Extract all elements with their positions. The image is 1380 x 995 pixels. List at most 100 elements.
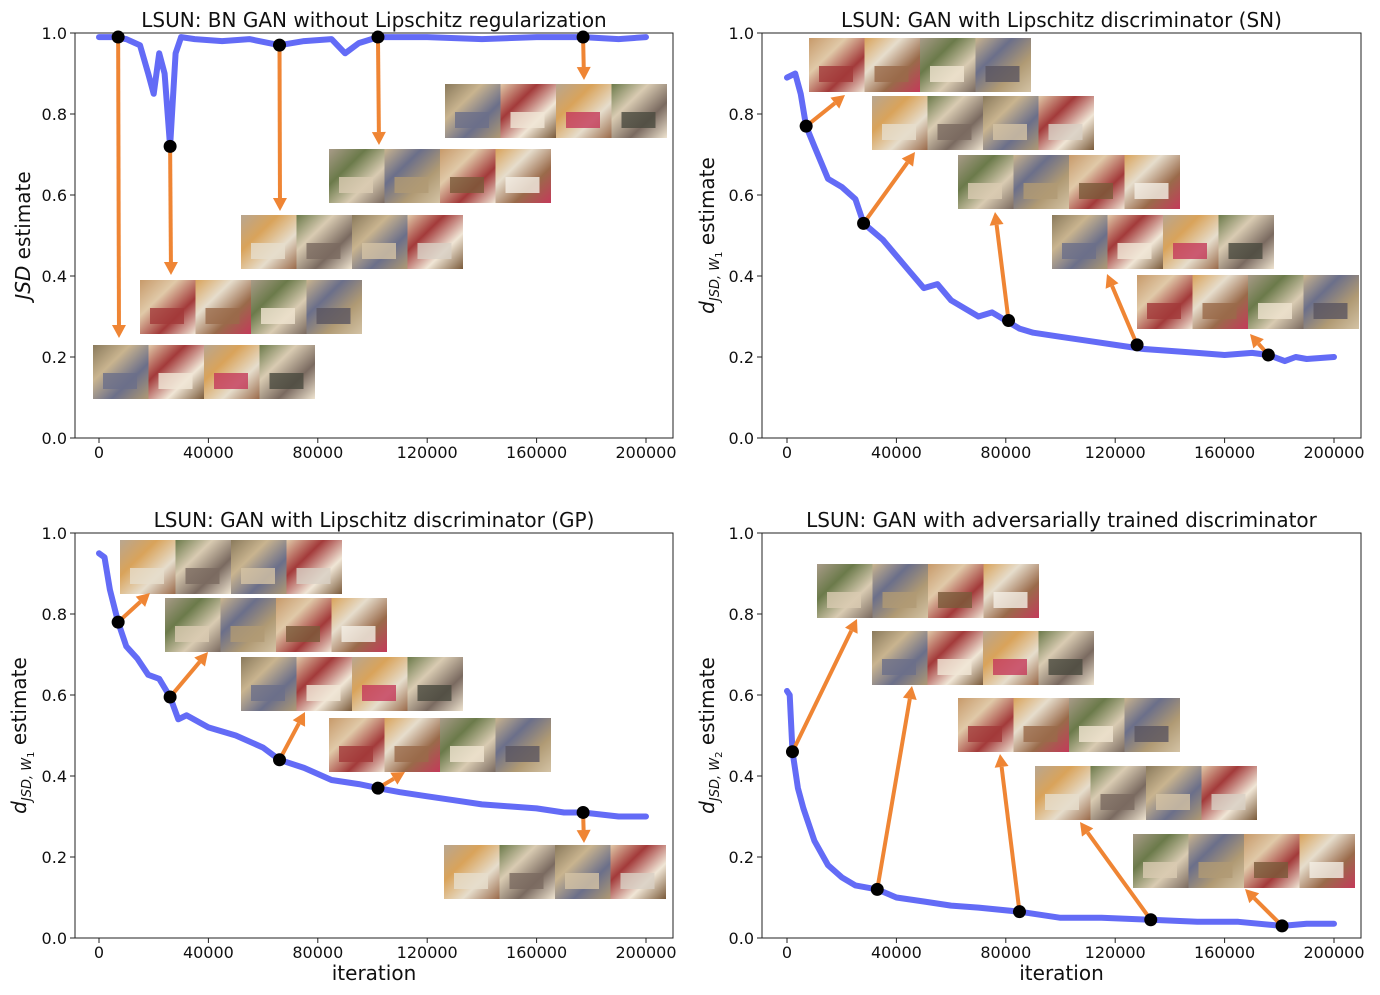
- generated-sample-thumbnail: [555, 845, 611, 899]
- generated-sample-thumbnail: [384, 149, 440, 203]
- thumbnail-bed-shape: [1048, 659, 1083, 675]
- generated-sample-thumbnail: [165, 598, 221, 652]
- arrow-shaft: [375, 37, 381, 133]
- y-tick-label: 0.8: [42, 105, 67, 124]
- thumbnail-bed-shape: [1079, 183, 1113, 199]
- generated-sample-thumbnail: [331, 598, 387, 652]
- thumbnail-bed-shape: [175, 626, 209, 642]
- thumbnail-bed-shape: [394, 177, 429, 193]
- thumbnail-bed-shape: [993, 659, 1027, 675]
- generated-sample-thumbnail: [872, 564, 928, 618]
- y-tick-label: 0.2: [729, 848, 754, 867]
- x-tick-label: 0: [782, 443, 792, 462]
- thumbnail-bed-shape: [341, 626, 376, 642]
- generated-sample-thumbnail: [276, 598, 332, 652]
- generated-sample-thumbnail: [175, 540, 231, 594]
- thumbnail-bed-shape: [205, 308, 240, 324]
- arrow-head: [163, 261, 178, 275]
- sample-image-strip: [241, 215, 463, 269]
- generated-sample-thumbnail: [220, 598, 276, 652]
- sample-point-marker: [1130, 338, 1144, 352]
- thumbnail-bed-shape: [150, 308, 184, 324]
- generated-sample-thumbnail: [440, 149, 496, 203]
- sample-image-strip: [817, 564, 1039, 618]
- sample-point-marker: [1261, 348, 1275, 362]
- thumbnail-bed-shape: [882, 124, 916, 140]
- sample-point-marker: [163, 139, 177, 153]
- arrow-shaft: [168, 146, 173, 263]
- y-tick-label: 1.0: [729, 24, 754, 43]
- chart-title: LSUN: BN GAN without Lipschitz regulariz…: [141, 8, 606, 32]
- y-tick-label: 0.2: [729, 348, 754, 367]
- generated-sample-thumbnail: [140, 280, 196, 334]
- x-tick-label: 40000: [183, 943, 234, 962]
- y-axis-label: dJSD, W1 estimate: [695, 157, 725, 314]
- sample-image-strip: [93, 345, 315, 399]
- thumbnail-bed-shape: [1258, 303, 1292, 319]
- generated-sample-thumbnail: [1069, 698, 1125, 752]
- sample-image-strip: [444, 845, 666, 899]
- generated-sample-thumbnail: [306, 280, 362, 334]
- y-tick-label: 0.8: [42, 605, 67, 624]
- generated-sample-thumbnail: [864, 38, 920, 92]
- x-tick-label: 200000: [1303, 943, 1364, 962]
- subplot-3: LSUN: GAN with Lipschitz discriminator (…: [7, 508, 677, 985]
- x-tick-label: 160000: [506, 943, 567, 962]
- generated-sample-thumbnail: [93, 345, 149, 399]
- thumbnail-bed-shape: [1134, 183, 1169, 199]
- generated-sample-thumbnail: [975, 38, 1031, 92]
- generated-sample-thumbnail: [286, 540, 342, 594]
- generated-sample-thumbnail: [231, 540, 287, 594]
- thumbnail-bed-shape: [1062, 243, 1096, 259]
- thumbnail-bed-shape: [1048, 124, 1083, 140]
- generated-sample-thumbnail: [1163, 215, 1219, 269]
- thumbnail-bed-shape: [214, 373, 248, 389]
- sample-point-marker: [1012, 905, 1026, 919]
- generated-sample-thumbnail: [1244, 834, 1300, 888]
- generated-sample-thumbnail: [1013, 698, 1069, 752]
- sample-image-strip: [120, 540, 342, 594]
- sample-image-strip: [1133, 834, 1355, 888]
- y-axis-label: dJSD, W2 estimate: [695, 657, 725, 814]
- sample-image-strip: [809, 38, 1031, 92]
- thumbnail-bed-shape: [306, 685, 341, 701]
- sample-point-marker: [799, 119, 813, 133]
- y-tick-label: 0.8: [729, 605, 754, 624]
- thumbnail-bed-shape: [1156, 794, 1190, 810]
- sample-point-marker: [371, 781, 385, 795]
- sample-point-marker: [273, 753, 287, 767]
- generated-sample-thumbnail: [352, 657, 408, 711]
- arrow-head: [901, 152, 915, 167]
- x-tick-label: 80000: [980, 443, 1031, 462]
- thumbnail-bed-shape: [450, 746, 484, 762]
- generated-sample-thumbnail: [1133, 834, 1189, 888]
- generated-sample-thumbnail: [927, 631, 983, 685]
- thumbnail-bed-shape: [455, 112, 489, 128]
- generated-sample-thumbnail: [1052, 215, 1108, 269]
- generated-sample-thumbnail: [983, 564, 1039, 618]
- arrow-shaft: [994, 224, 1011, 321]
- generated-sample-thumbnail: [1192, 275, 1248, 329]
- generated-sample-thumbnail: [817, 564, 873, 618]
- y-tick-label: 0.6: [42, 686, 67, 705]
- generated-sample-thumbnail: [958, 155, 1014, 209]
- arrow-head: [1250, 334, 1264, 349]
- arrow-head: [1105, 274, 1119, 289]
- generated-sample-thumbnail: [259, 345, 315, 399]
- thumbnail-bed-shape: [362, 243, 396, 259]
- arrow-head: [994, 754, 1009, 768]
- thumbnail-bed-shape: [993, 124, 1027, 140]
- y-tick-label: 0.6: [729, 186, 754, 205]
- series-line: [784, 688, 1337, 929]
- generated-sample-thumbnail: [204, 345, 260, 399]
- y-tick-label: 0.4: [729, 267, 754, 286]
- arrow-head: [111, 324, 126, 338]
- x-tick-label: 40000: [871, 943, 922, 962]
- thumbnail-bed-shape: [1100, 794, 1135, 810]
- sample-image-strip: [329, 718, 551, 772]
- generated-sample-thumbnail: [928, 564, 984, 618]
- sample-image-strip: [1137, 275, 1359, 329]
- generated-sample-thumbnail: [556, 84, 612, 138]
- arrow-head: [272, 197, 287, 211]
